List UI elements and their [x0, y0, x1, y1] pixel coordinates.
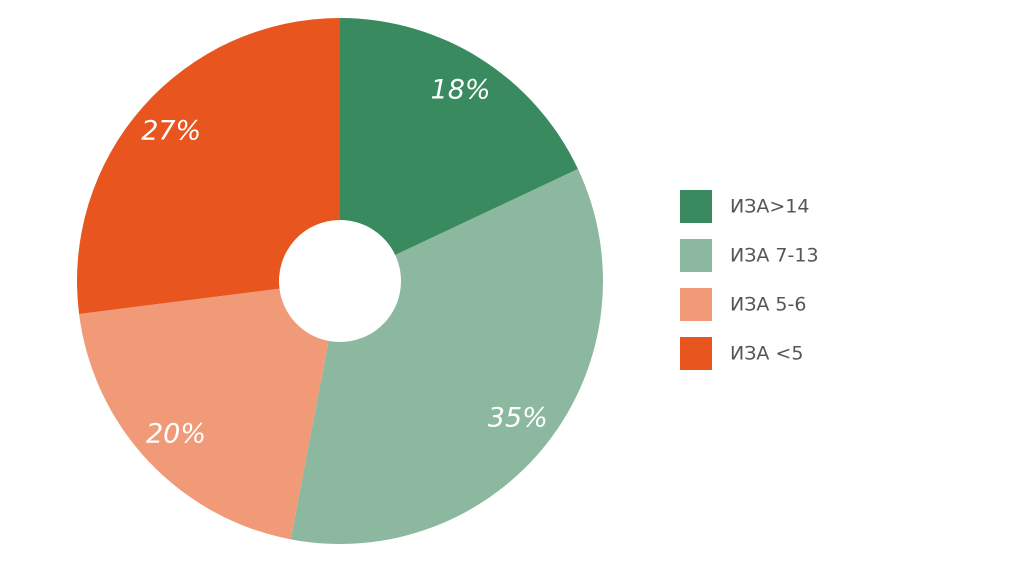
- legend-label: ИЗА 5-6: [730, 294, 806, 316]
- legend-swatch: [680, 239, 712, 272]
- wedge: [290, 169, 603, 544]
- value-label: 35%: [488, 402, 548, 433]
- legend-label: ИЗА <5: [730, 343, 803, 365]
- wedge: [76, 18, 340, 314]
- value-label: 18%: [431, 75, 491, 106]
- wedge: [340, 18, 578, 256]
- legend-swatch: [680, 337, 712, 370]
- legend-label: ИЗА>14: [730, 196, 810, 218]
- wedge: [79, 288, 329, 540]
- legend-swatch: [680, 190, 712, 223]
- legend-swatch: [680, 288, 712, 321]
- legend-label: ИЗА 7-13: [730, 245, 819, 267]
- value-label: 27%: [141, 116, 201, 147]
- value-label: 20%: [146, 419, 206, 450]
